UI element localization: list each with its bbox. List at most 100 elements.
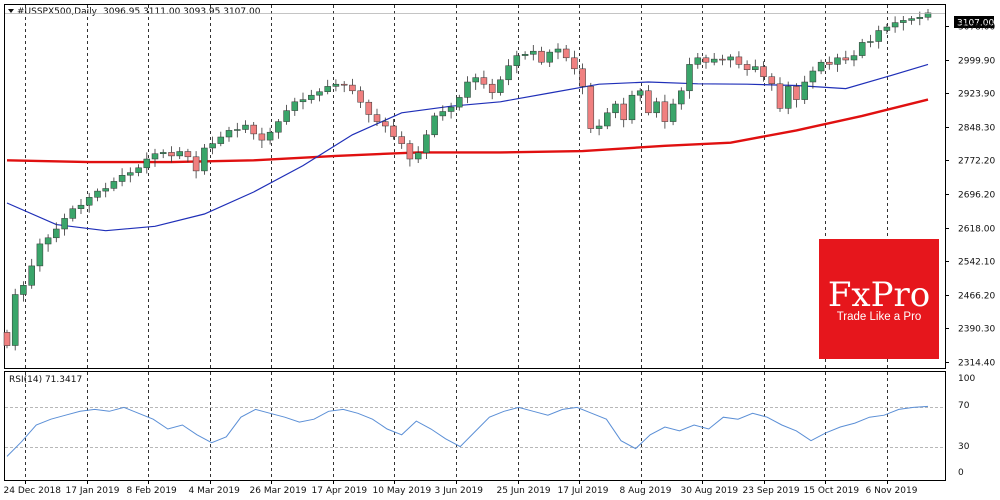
- candle-body-bull: [604, 112, 611, 127]
- candle: [61, 213, 68, 236]
- rsi-line: [6, 405, 929, 457]
- candle: [275, 119, 282, 139]
- candlestick-series: [3, 9, 932, 351]
- candle-body-bear: [258, 133, 266, 141]
- date-label: 25 Jun 2019: [497, 486, 551, 496]
- candle: [192, 151, 200, 179]
- candle: [398, 131, 405, 149]
- price-tick-label: 2999.90: [958, 57, 995, 67]
- candle: [69, 205, 77, 222]
- candle-body-bull: [44, 237, 52, 245]
- candle: [817, 59, 825, 75]
- candle-body-bear: [735, 56, 743, 65]
- candle-body-bull: [908, 18, 915, 21]
- candle: [686, 57, 693, 99]
- candle-body-bull: [447, 106, 455, 112]
- candle-body-bull: [875, 30, 882, 42]
- candle: [209, 136, 216, 155]
- candle-body-bull: [234, 129, 241, 131]
- candle: [858, 38, 866, 59]
- candle-body-bull: [283, 110, 290, 122]
- rsi-level-70: 70: [958, 401, 970, 411]
- candle: [406, 140, 414, 167]
- candle: [694, 53, 702, 69]
- candle: [826, 56, 833, 70]
- candle-body-bull: [85, 197, 93, 206]
- candle-body-bull: [143, 158, 151, 169]
- candle-body-bear: [373, 114, 381, 122]
- candle-body-bear: [390, 125, 397, 137]
- candle: [382, 117, 389, 133]
- candle: [53, 222, 60, 243]
- candle-body-bull: [883, 26, 891, 31]
- candle-body-bull: [61, 218, 68, 230]
- candle-body-bull: [834, 57, 841, 65]
- candle: [102, 182, 109, 198]
- candle-body-bull: [653, 101, 660, 114]
- candle: [513, 50, 521, 74]
- candle-body-bull: [324, 86, 331, 92]
- main-panel-frame: [4, 4, 946, 369]
- candle-body-bear: [382, 121, 389, 127]
- price-tick-label: 2848.30: [958, 124, 995, 134]
- candle-body-bear: [768, 76, 776, 84]
- candle: [587, 82, 595, 133]
- candle: [875, 25, 882, 49]
- candle: [554, 43, 562, 60]
- candle-body-bear: [192, 156, 200, 172]
- candle: [678, 87, 685, 110]
- candle: [3, 329, 11, 349]
- candle-body-bull: [801, 81, 808, 100]
- candle: [423, 130, 430, 159]
- candle-body-bear: [365, 101, 373, 115]
- candle-body-bull: [36, 243, 44, 267]
- price-tick-label: 2696.20: [958, 191, 995, 201]
- candle-body-bear: [620, 103, 627, 121]
- candle-body-bull: [102, 188, 109, 192]
- candle: [299, 92, 307, 110]
- candle-body-bull: [900, 20, 907, 23]
- date-label: 23 Sep 2019: [743, 486, 800, 496]
- candle-body-bear: [579, 68, 586, 87]
- candle-body-bull: [151, 153, 159, 160]
- date-label: 8 Feb 2019: [127, 486, 178, 496]
- candle-body-bull: [686, 64, 693, 92]
- candle: [735, 51, 743, 69]
- candle-body-bull: [242, 124, 249, 130]
- candle-body-bear: [661, 101, 669, 122]
- candle-body-bear: [645, 90, 652, 114]
- date-label: 24 Dec 2018: [4, 486, 62, 496]
- candle-body-bear: [480, 77, 488, 85]
- candle: [390, 119, 397, 140]
- ohlc-label: 3096.95 3111.00 3093.95 3107.00: [103, 7, 261, 17]
- candle-body-bull: [118, 175, 126, 182]
- candle-body-bull: [916, 17, 924, 19]
- candle-body-bull: [752, 66, 759, 70]
- dropdown-triangle-icon[interactable]: [8, 9, 14, 13]
- candle-body-bull: [299, 99, 307, 103]
- candle-body-bull: [316, 91, 323, 96]
- candle-body-bear: [250, 124, 257, 135]
- candle-body-bull: [669, 103, 677, 122]
- candle: [850, 50, 858, 67]
- candle: [94, 188, 101, 202]
- candle: [291, 97, 299, 116]
- candle: [431, 112, 438, 138]
- candle: [579, 63, 586, 95]
- candle-body-bear: [168, 152, 175, 157]
- candle-body-bull: [694, 57, 702, 65]
- candle-body-bull: [69, 208, 77, 219]
- candle: [760, 61, 767, 82]
- candle: [85, 192, 93, 213]
- candle: [316, 88, 323, 102]
- candle: [900, 16, 907, 31]
- rsi-panel-frame: [4, 371, 946, 481]
- price-tick-label: 2542.10: [958, 258, 995, 268]
- rsi-level-0: 0: [958, 468, 964, 478]
- candle: [456, 94, 463, 111]
- candle-body-bear: [826, 61, 833, 65]
- candle-body-bull: [464, 81, 471, 98]
- candle: [340, 81, 348, 93]
